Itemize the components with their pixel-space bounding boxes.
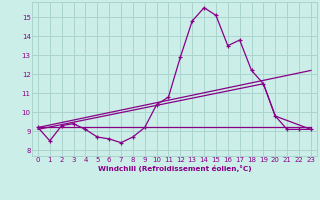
X-axis label: Windchill (Refroidissement éolien,°C): Windchill (Refroidissement éolien,°C): [98, 165, 251, 172]
